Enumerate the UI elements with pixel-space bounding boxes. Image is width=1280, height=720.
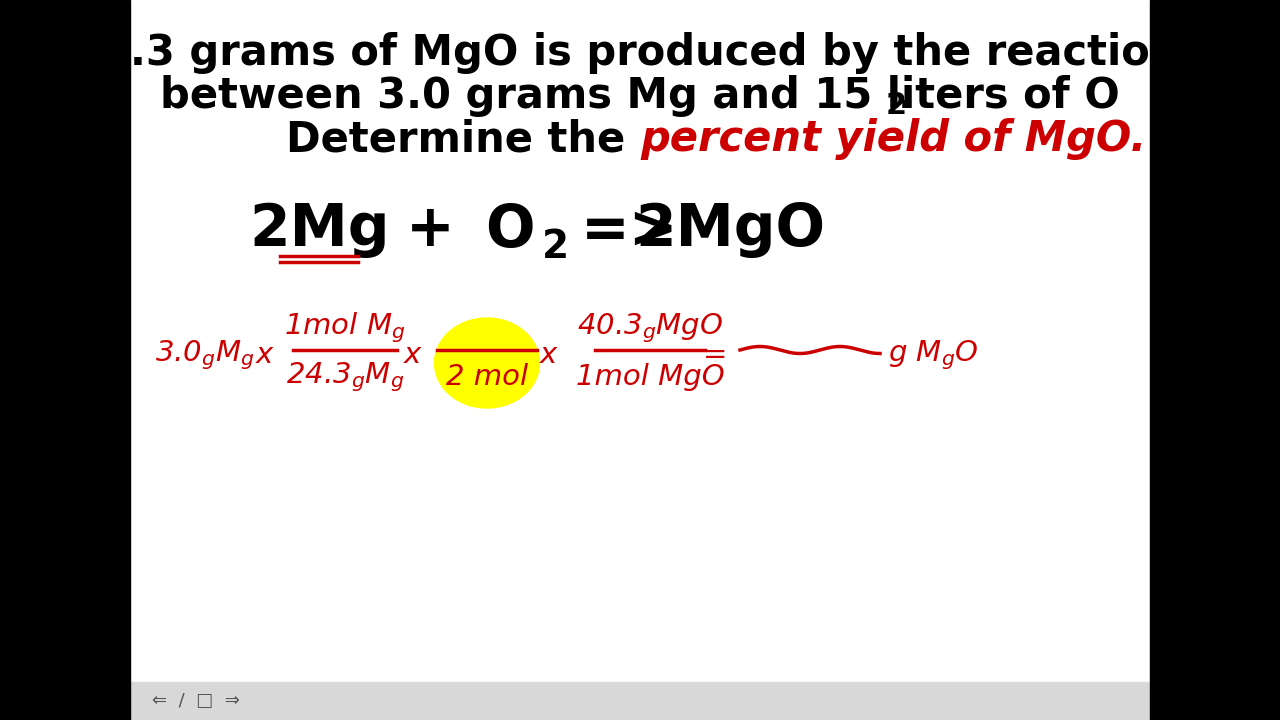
Text: x: x — [403, 341, 421, 369]
Bar — [131, 682, 1149, 720]
Text: 1mol MgO: 1mol MgO — [576, 363, 724, 391]
Text: .: . — [899, 75, 914, 117]
Text: Determine the: Determine the — [287, 118, 640, 160]
Text: x: x — [539, 341, 557, 369]
Text: =: = — [703, 341, 727, 369]
Text: 2: 2 — [886, 91, 908, 120]
Bar — [0, 0, 131, 720]
Text: g M$_g$O: g M$_g$O — [888, 338, 979, 372]
Bar — [1149, 0, 1280, 720]
Text: 2 mol: 2 mol — [445, 363, 529, 391]
Text: ⇐  /  □  ⇒: ⇐ / □ ⇒ — [152, 692, 239, 710]
Text: O: O — [485, 202, 535, 258]
Ellipse shape — [434, 318, 539, 408]
Text: 2Mg: 2Mg — [250, 202, 390, 258]
Text: x: x — [256, 341, 273, 369]
Text: +: + — [406, 202, 454, 258]
Text: 40.3$_g$MgO: 40.3$_g$MgO — [577, 311, 723, 345]
Text: between 3.0 grams Mg and 15 liters of O: between 3.0 grams Mg and 15 liters of O — [160, 75, 1120, 117]
Text: percent yield of MgO.: percent yield of MgO. — [640, 118, 1147, 160]
Text: 24.3$_g$M$_g$: 24.3$_g$M$_g$ — [285, 360, 404, 394]
Text: 1mol M$_g$: 1mol M$_g$ — [284, 311, 406, 346]
Text: =>: => — [581, 202, 678, 258]
Text: 2MgO: 2MgO — [635, 202, 826, 258]
Text: 2: 2 — [541, 228, 568, 266]
Text: 3.3 grams of MgO is produced by the reaction: 3.3 grams of MgO is produced by the reac… — [101, 32, 1179, 74]
Text: 3.0$_g$M$_g$: 3.0$_g$M$_g$ — [155, 338, 255, 372]
Text: Determine the percent yield of MgO.: Determine the percent yield of MgO. — [210, 118, 1070, 160]
